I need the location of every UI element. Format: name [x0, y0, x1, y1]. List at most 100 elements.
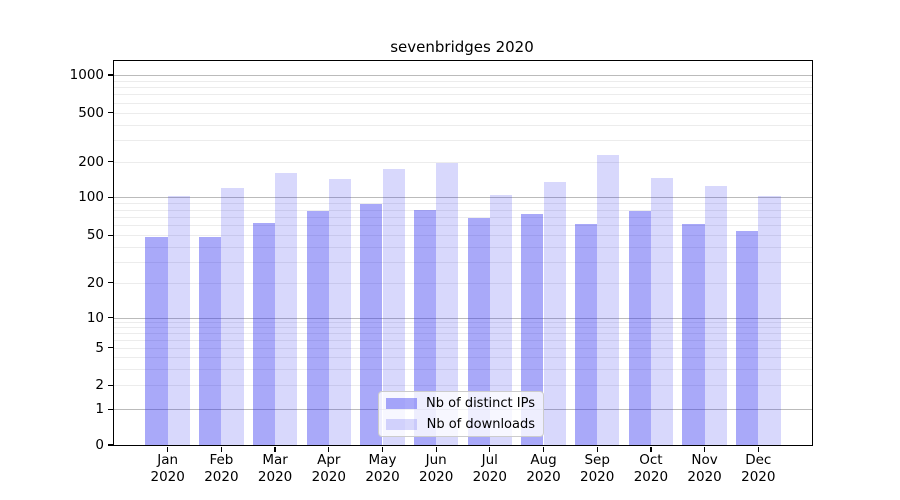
x-axis-label-nov: Nov 2020	[687, 452, 722, 485]
minor-gridline-9	[114, 322, 812, 324]
x-axis-tick-may	[381, 446, 384, 452]
y-axis-label-2: 2	[95, 377, 104, 394]
minor-gridline-2	[114, 385, 812, 387]
x-axis-label-aug: Aug 2020	[526, 452, 561, 485]
x-axis-tick-oct	[650, 446, 652, 452]
minor-gridline-50	[114, 235, 812, 237]
minor-gridline-7	[114, 333, 812, 335]
bar-downloads-sep	[597, 155, 620, 445]
bar-distinct-ips-jun	[413, 209, 437, 445]
y-axis-tick-500	[107, 112, 113, 114]
y-axis-label-500: 500	[78, 104, 104, 121]
chart-title: sevenbridges 2020	[390, 38, 534, 56]
x-axis-label-jul: Jul 2020	[472, 452, 507, 485]
bar-downloads-may	[382, 168, 405, 445]
minor-gridline-3	[114, 368, 812, 370]
y-axis-tick-2	[107, 384, 113, 386]
minor-gridline-80	[114, 209, 812, 211]
bar-distinct-ips-jan	[145, 237, 168, 445]
bar-distinct-ips-may	[360, 204, 383, 445]
y-axis-label-10: 10	[86, 309, 104, 326]
minor-gridline-500	[114, 112, 812, 114]
minor-gridline-40	[114, 246, 812, 248]
bar-distinct-ips-sep	[574, 223, 598, 445]
x-axis-label-may: May 2020	[365, 452, 400, 485]
minor-gridline-300	[114, 140, 812, 141]
bar-distinct-ips-feb	[199, 237, 222, 445]
bar-downloads-feb	[221, 187, 244, 445]
bar-downloads-dec	[758, 196, 781, 445]
bar-downloads-jun	[436, 163, 459, 445]
x-axis-label-mar: Mar 2020	[257, 452, 293, 485]
minor-gridline-8	[114, 327, 812, 329]
x-axis-label-oct: Oct 2020	[633, 452, 669, 485]
bar-downloads-jan	[167, 196, 190, 445]
y-axis-label-5: 5	[95, 339, 104, 356]
legend-label-distinct-ips: Nb of distinct IPs	[426, 396, 535, 411]
y-axis-tick-100	[107, 196, 113, 198]
x-axis-label-dec: Dec 2020	[741, 452, 776, 485]
y-axis-label-100: 100	[78, 189, 104, 206]
bar-distinct-ips-nov	[682, 223, 705, 445]
minor-gridline-900	[114, 80, 812, 82]
bar-downloads-nov	[704, 185, 727, 445]
y-axis-tick-20	[107, 282, 113, 284]
minor-gridline-6	[114, 339, 812, 341]
y-axis-tick-200	[107, 161, 113, 163]
bar-distinct-ips-jul	[467, 218, 490, 445]
x-axis-tick-feb	[220, 446, 223, 452]
minor-gridline-700	[114, 94, 812, 96]
minor-gridline-70	[114, 216, 812, 218]
y-axis-tick-50	[107, 234, 113, 236]
minor-gridline-400	[114, 124, 812, 126]
x-axis-tick-sep	[596, 446, 598, 452]
major-gridline-10	[114, 317, 812, 319]
legend-label-downloads: Nb of downloads	[426, 417, 535, 432]
minor-gridline-30	[114, 261, 812, 263]
x-axis-label-jan: Jan 2020	[150, 452, 185, 485]
y-axis-tick-5	[107, 347, 113, 349]
x-axis-tick-aug	[542, 446, 545, 452]
legend: Nb of distinct IPs Nb of downloads	[378, 391, 544, 437]
x-axis-tick-mar	[274, 446, 276, 452]
bar-downloads-apr	[328, 179, 352, 445]
x-axis-tick-jul	[489, 446, 491, 452]
minor-gridline-5	[114, 347, 812, 349]
bar-distinct-ips-oct	[628, 210, 651, 445]
y-axis-label-200: 200	[78, 153, 104, 170]
x-axis-label-sep: Sep 2020	[580, 452, 615, 485]
y-axis-label-20: 20	[86, 274, 104, 291]
y-axis-label-1: 1	[95, 401, 104, 418]
y-axis-tick-1000	[107, 74, 113, 76]
y-axis-label-50: 50	[86, 227, 104, 244]
y-axis-tick-0	[107, 444, 113, 446]
bar-downloads-aug	[543, 181, 566, 445]
bar-distinct-ips-dec	[736, 231, 759, 445]
minor-gridline-60	[114, 225, 812, 227]
x-axis-tick-jun	[435, 446, 437, 452]
x-axis-label-feb: Feb 2020	[204, 452, 239, 485]
minor-gridline-600	[114, 102, 812, 104]
legend-item-downloads: Nb of downloads	[386, 416, 535, 433]
legend-swatch-downloads	[386, 419, 417, 430]
x-axis-tick-jan	[167, 446, 169, 452]
x-axis-tick-apr	[328, 446, 330, 452]
minor-gridline-90	[114, 203, 812, 205]
x-axis-label-jun: Jun 2020	[419, 452, 454, 485]
y-axis-tick-10	[107, 317, 113, 319]
legend-swatch-distinct-ips	[386, 398, 417, 409]
bar-downloads-jul	[489, 194, 513, 445]
minor-gridline-4	[114, 356, 812, 358]
minor-gridline-800	[114, 87, 812, 89]
major-gridline-100	[114, 197, 812, 199]
major-gridline-1000	[114, 75, 812, 76]
bar-distinct-ips-apr	[306, 210, 329, 445]
legend-item-distinct-ips: Nb of distinct IPs	[386, 395, 535, 412]
minor-gridline-20	[114, 282, 812, 284]
x-axis-tick-dec	[757, 446, 759, 452]
plot-area: 1000 500 200 100 50 20 10 5 2 1 0 Jan 2020 Feb 2020 M…	[70, 60, 813, 485]
y-axis-label-1000: 1000	[69, 67, 104, 83]
bar-downloads-oct	[650, 178, 674, 445]
y-axis-label-0: 0	[95, 437, 104, 453]
